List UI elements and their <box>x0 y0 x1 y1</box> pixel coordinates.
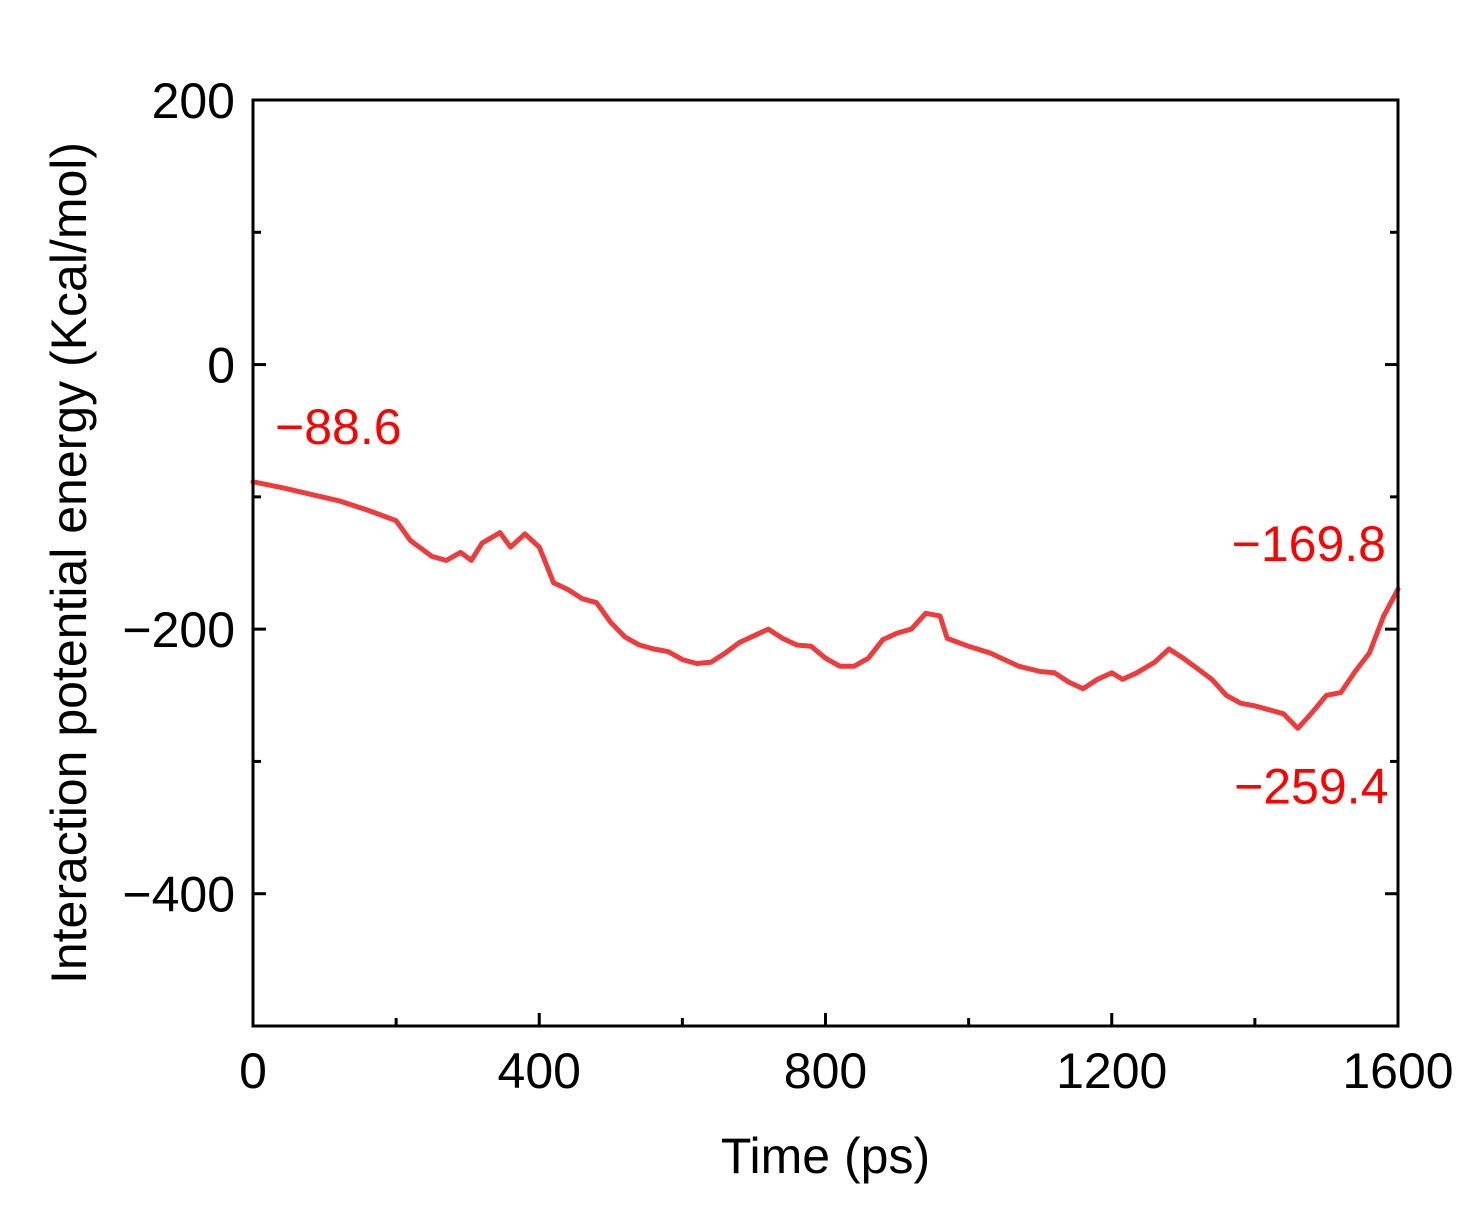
value-annotation: −259.4 <box>1234 758 1388 814</box>
series-line <box>250 479 1401 731</box>
x-tick-label: 1600 <box>1342 1043 1453 1099</box>
x-tick-label: 1200 <box>1056 1043 1167 1099</box>
y-tick-label: −200 <box>122 602 235 658</box>
x-tick-label: 800 <box>784 1043 867 1099</box>
x-tick-labels: 0 400 800 1200 1600 <box>239 1043 1454 1099</box>
plot-frame <box>251 98 1400 1028</box>
y-axis-title: Interaction potential energy (Kcal/mol) <box>41 142 97 984</box>
x-axis-title: Time (ps) <box>721 1128 930 1184</box>
y-tick-label: −400 <box>122 867 235 923</box>
series-layer <box>250 479 1401 731</box>
y-tick-labels: 200 0 −200 −400 <box>122 73 235 923</box>
x-tick-label: 0 <box>239 1043 267 1099</box>
ticks-layer <box>251 98 1400 1026</box>
y-tick-label: 200 <box>152 73 235 129</box>
value-annotation: −88.6 <box>275 399 402 455</box>
x-tick-label: 400 <box>498 1043 581 1099</box>
value-annotation: −169.8 <box>1232 516 1386 572</box>
y-tick-label: 0 <box>207 338 235 394</box>
annotations-layer: −88.6 −169.8 −259.4 <box>275 399 1388 815</box>
